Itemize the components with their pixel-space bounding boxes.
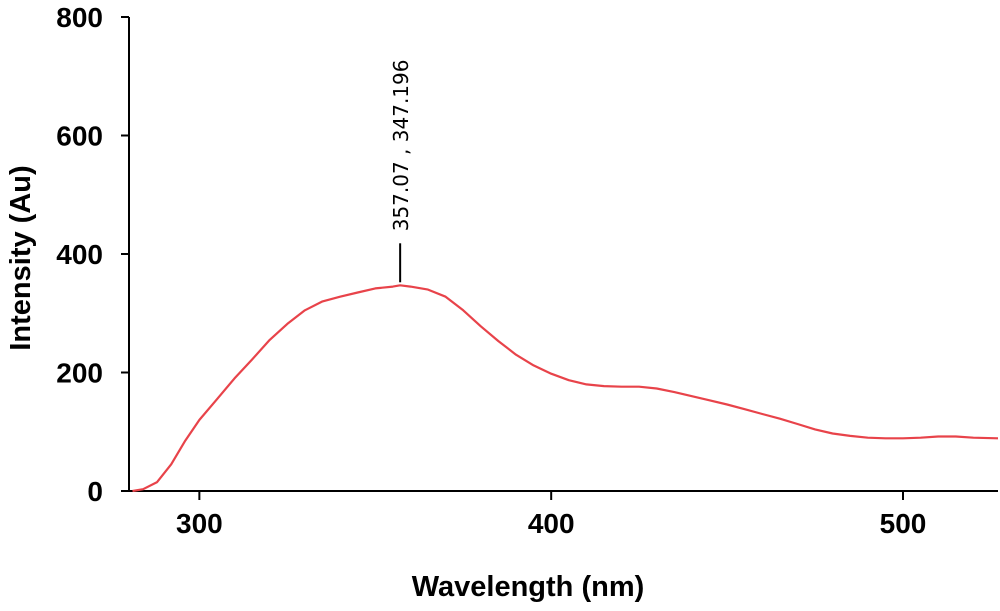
y-axis-title: Intensity (Au) <box>5 165 37 350</box>
x-tick-label: 500 <box>880 508 927 539</box>
annotation-layer: 357.07 , 347.196 <box>389 60 413 283</box>
x-tick-label: 400 <box>528 508 575 539</box>
y-tick-label: 200 <box>56 358 103 389</box>
x-axis-ticks: 300 400 500 <box>176 491 926 539</box>
y-tick-label: 800 <box>56 2 103 33</box>
y-tick-label: 0 <box>87 476 103 507</box>
y-axis-ticks: 0 200 400 600 800 <box>56 2 129 507</box>
x-tick-label: 300 <box>176 508 223 539</box>
y-tick-label: 600 <box>56 121 103 152</box>
peak-label: 357.07 , 347.196 <box>389 60 413 232</box>
y-tick-label: 400 <box>56 239 103 270</box>
series-line <box>132 284 999 493</box>
x-axis-title: Wavelength (nm) <box>412 571 645 603</box>
series-layer <box>132 284 999 493</box>
